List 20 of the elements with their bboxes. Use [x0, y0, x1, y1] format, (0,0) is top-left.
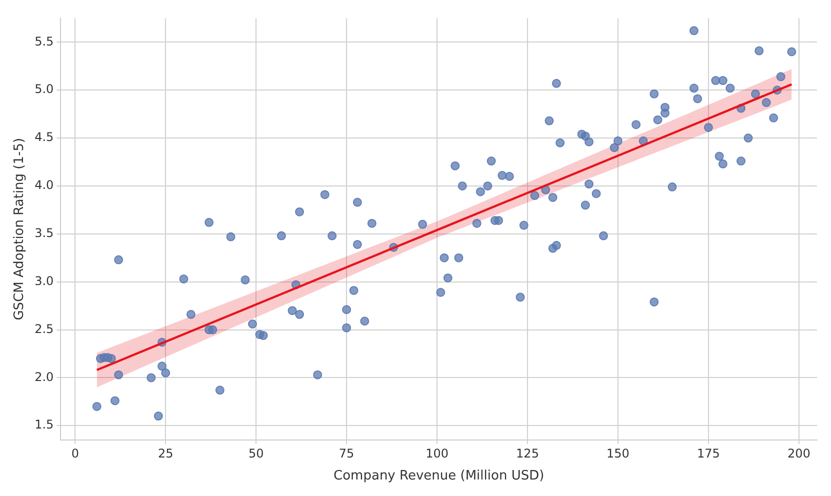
x-tick-label: 150	[606, 446, 630, 460]
x-tick-label: 100	[426, 446, 448, 460]
y-tick-label: 5.0	[34, 82, 54, 96]
y-tick-label: 4.5	[34, 130, 54, 144]
x-tick-label: 200	[787, 446, 810, 460]
y-tick-label: 2.5	[34, 322, 54, 336]
x-tick-label: 50	[248, 446, 264, 460]
y-tick-label: 3.0	[34, 274, 54, 288]
x-tick-label: 75	[338, 446, 354, 460]
y-axis-title: GSCM Adoption Rating (1-5)	[12, 138, 28, 320]
y-tick-label: 5.5	[34, 34, 54, 48]
x-tick-label: 0	[71, 446, 79, 460]
y-tick-label: 4.0	[34, 178, 54, 192]
x-tick-label: 125	[516, 446, 539, 460]
x-tick-label: 25	[158, 446, 174, 460]
y-tick-label: 2.0	[34, 370, 54, 384]
y-tick-label: 1.5	[34, 418, 54, 432]
x-axis-title: Company Revenue (Million USD)	[334, 468, 544, 484]
x-tick-label: 175	[696, 446, 720, 460]
y-tick-label: 3.5	[34, 226, 54, 240]
